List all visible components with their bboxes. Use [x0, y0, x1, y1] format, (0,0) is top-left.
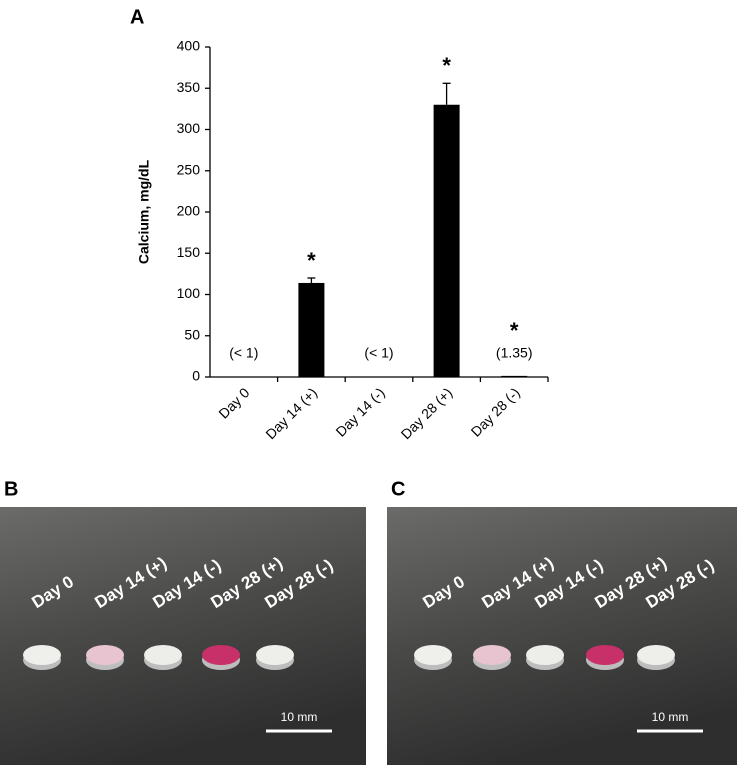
- y-tick-label: 150: [177, 244, 201, 260]
- sample-disc: [526, 645, 564, 665]
- photo: [0, 507, 366, 765]
- sample-disc: [414, 645, 452, 665]
- x-tick-label: Day 14 (-): [332, 384, 387, 439]
- x-tick-label: Day 28 (-): [468, 384, 523, 439]
- sample-disc: [86, 645, 124, 665]
- scale-bar-label: 10 mm: [281, 710, 318, 724]
- bar: [298, 282, 325, 377]
- sample-disc: [256, 645, 294, 665]
- y-tick-label: 100: [177, 285, 201, 301]
- x-tick-label: Day 0: [215, 384, 252, 421]
- y-tick-label: 250: [177, 161, 201, 177]
- y-tick-label: 300: [177, 120, 201, 136]
- value-label: (< 1): [229, 345, 258, 361]
- y-tick-label: 350: [177, 79, 201, 95]
- photo: [387, 507, 737, 765]
- sample-disc: [586, 645, 624, 665]
- bar: [433, 104, 460, 377]
- significance-mark: *: [307, 248, 316, 273]
- sample-disc: [23, 645, 61, 665]
- x-tick-label: Day 28 (+): [398, 384, 456, 442]
- y-tick-label: 50: [184, 326, 200, 342]
- sample-disc: [637, 645, 675, 665]
- significance-mark: *: [442, 53, 451, 78]
- sample-disc: [202, 645, 240, 665]
- panel-label: B: [4, 478, 18, 500]
- panel-label: A: [130, 6, 144, 28]
- sample-disc: [473, 645, 511, 665]
- y-tick-label: 0: [192, 368, 200, 384]
- value-label: (1.35): [496, 345, 533, 361]
- value-label: (< 1): [364, 345, 393, 361]
- significance-mark: *: [510, 318, 519, 343]
- bar: [501, 375, 528, 377]
- scale-bar-label: 10 mm: [652, 710, 689, 724]
- sample-disc: [144, 645, 182, 665]
- panel-label: C: [391, 478, 405, 500]
- y-tick-label: 400: [177, 38, 201, 54]
- y-tick-label: 200: [177, 203, 201, 219]
- y-axis-label: Calcium, mg/dL: [136, 159, 152, 264]
- x-tick-label: Day 14 (+): [262, 384, 320, 442]
